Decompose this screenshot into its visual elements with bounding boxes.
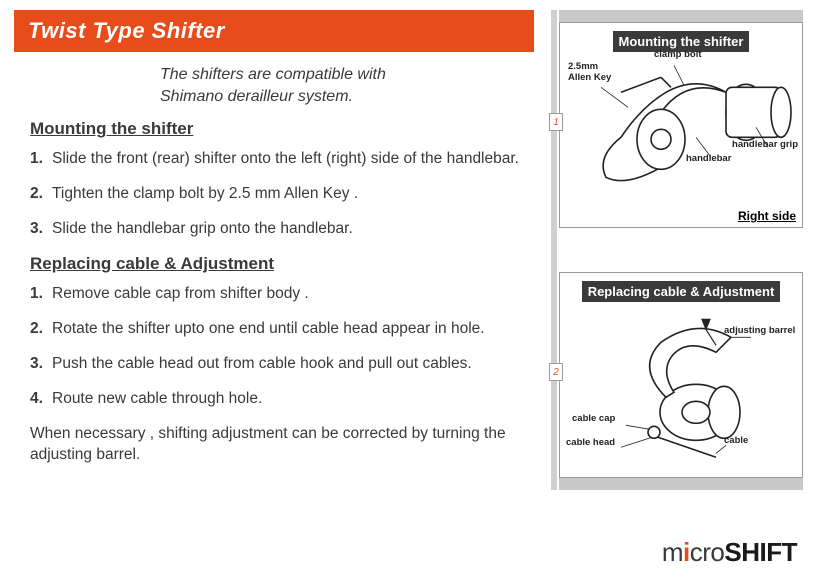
- step-number: 3.: [30, 219, 52, 240]
- label-cable-head: cable head: [566, 437, 615, 448]
- step-number: 1.: [30, 149, 52, 170]
- brand-logo: microSHIFT: [662, 537, 797, 568]
- step-text: Slide the front (rear) shifter onto the …: [52, 149, 530, 170]
- list-item: 1.Remove cable cap from shifter body .: [30, 284, 530, 305]
- list-item: 2.Rotate the shifter upto one end until …: [30, 319, 530, 340]
- gray-gap: [559, 228, 803, 271]
- section-b-heading: Replacing cable & Adjustment: [30, 254, 530, 274]
- section-a-steps: 1.Slide the front (rear) shifter onto th…: [30, 149, 530, 240]
- panel-mounting: 1 Mounting the shifter: [559, 22, 803, 229]
- panel1-corner: Right side: [738, 209, 796, 223]
- instructions-column: The shifters are compatible with Shimano…: [30, 60, 530, 465]
- diagram-column: 1 Mounting the shifter: [559, 10, 803, 490]
- step-text: Rotate the shifter upto one end until ca…: [52, 319, 530, 340]
- logo-m: m: [662, 537, 683, 567]
- diagram-replacing: adjusting barrel cable cap cable head ca…: [566, 303, 796, 472]
- label-clamp-bolt: clamp bolt: [654, 49, 702, 60]
- title-bar: Twist Type Shifter: [14, 10, 534, 52]
- label-cable: cable: [724, 435, 748, 446]
- step-text: Tighten the clamp bolt by 2.5 mm Allen K…: [52, 184, 530, 205]
- list-item: 2.Tighten the clamp bolt by 2.5 mm Allen…: [30, 184, 530, 205]
- list-item: 3.Push the cable head out from cable hoo…: [30, 354, 530, 375]
- label-adjusting-barrel: adjusting barrel: [724, 325, 795, 336]
- title-text: Twist Type Shifter: [28, 18, 225, 43]
- step-number: 3.: [30, 354, 52, 375]
- compatibility-note: The shifters are compatible with Shimano…: [160, 64, 530, 107]
- step-badge-2: 2: [549, 363, 563, 381]
- step-text: Route new cable through hole.: [52, 389, 530, 410]
- logo-i: i: [683, 537, 690, 567]
- label-handlebar-grip: handlebar grip: [732, 139, 798, 150]
- label-allen-key: 2.5mm Allen Key: [568, 61, 611, 83]
- logo-shift: SHIFT: [724, 537, 797, 567]
- label-handlebar: handlebar: [686, 153, 731, 164]
- gray-bar-top: [559, 10, 803, 22]
- section-b-steps: 1.Remove cable cap from shifter body . 2…: [30, 284, 530, 410]
- compat-line2: Shimano derailleur system.: [160, 88, 353, 105]
- step-text: Push the cable head out from cable hook …: [52, 354, 530, 375]
- step-number: 2.: [30, 319, 52, 340]
- label-cable-cap: cable cap: [572, 413, 615, 424]
- step-text: Remove cable cap from shifter body .: [52, 284, 530, 305]
- panel-replacing: 2 Replacing cable & Adjustment: [559, 272, 803, 479]
- vertical-divider: [551, 10, 557, 490]
- list-item: 4.Route new cable through hole.: [30, 389, 530, 410]
- gray-bar-bottom: [559, 478, 803, 490]
- step-text: Slide the handlebar grip onto the handle…: [52, 219, 530, 240]
- list-item: 1.Slide the front (rear) shifter onto th…: [30, 149, 530, 170]
- adjustment-note: When necessary , shifting adjustment can…: [30, 424, 530, 466]
- panel2-title: Replacing cable & Adjustment: [582, 281, 781, 302]
- step-badge-1: 1: [549, 113, 563, 131]
- compat-line1: The shifters are compatible with: [160, 66, 386, 83]
- diagram-mounting: clamp bolt 2.5mm Allen Key handlebar gri…: [566, 53, 796, 222]
- step-number: 4.: [30, 389, 52, 410]
- logo-cro: cro: [690, 537, 725, 567]
- list-item: 3.Slide the handlebar grip onto the hand…: [30, 219, 530, 240]
- step-number: 1.: [30, 284, 52, 305]
- section-a-heading: Mounting the shifter: [30, 119, 530, 139]
- step-number: 2.: [30, 184, 52, 205]
